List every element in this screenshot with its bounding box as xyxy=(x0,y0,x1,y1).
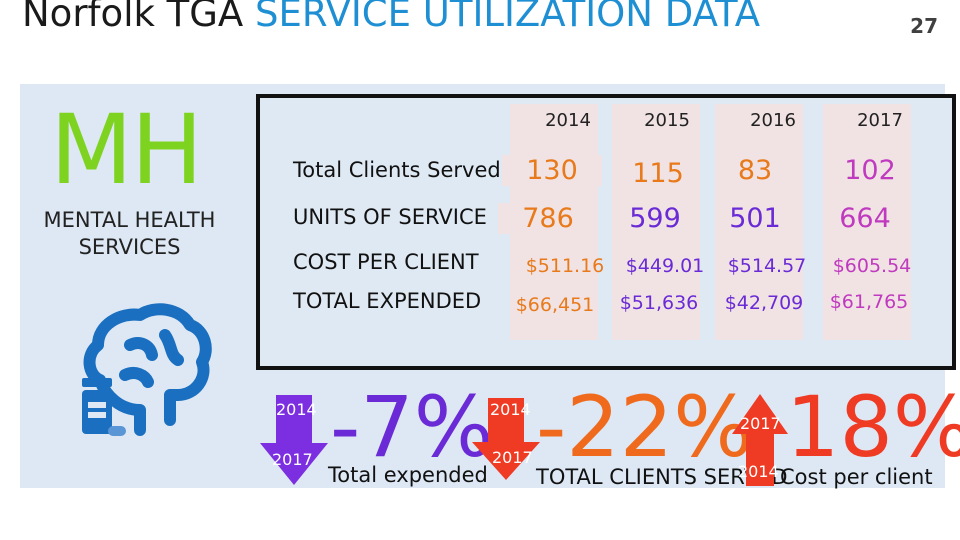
summary-to-year: 2017 xyxy=(492,448,533,467)
summary-to-year: 2014 xyxy=(738,462,779,481)
column-2017 xyxy=(823,104,911,340)
year-header: 2016 xyxy=(750,110,796,131)
cell-cost-2015: $449.01 xyxy=(625,255,705,277)
row-label-expended: TOTAL EXPENDED xyxy=(293,289,482,313)
cell-clients-2016: 83 xyxy=(737,155,773,186)
summary-caption: TOTAL CLIENTS SERVED xyxy=(536,465,788,489)
year-header: 2014 xyxy=(545,110,591,131)
column-2016 xyxy=(715,104,803,340)
cell-units-2015: 599 xyxy=(629,203,681,234)
cell-expended-2014: $66,451 xyxy=(515,294,595,316)
summary-change: 18% xyxy=(786,378,960,476)
row-label-units: UNITS OF SERVICE xyxy=(293,205,487,229)
year-header: 2015 xyxy=(644,110,690,131)
summary-to-year: 2017 xyxy=(272,450,313,469)
down-arrow-icon xyxy=(260,395,328,485)
cell-clients-2017: 102 xyxy=(844,155,896,186)
page-number: 27 xyxy=(910,14,938,38)
summary-change: -22% xyxy=(536,378,754,476)
down-arrow-icon xyxy=(472,398,540,480)
cell-units-2014: 786 xyxy=(498,203,598,234)
row-label-cost: COST PER CLIENT xyxy=(293,250,479,274)
summary-change: -7% xyxy=(330,378,494,476)
cell-expended-2015: $51,636 xyxy=(619,292,699,314)
page-title: Norfolk TGA SERVICE UTILIZATION DATA xyxy=(22,0,760,36)
summary-from-year: 2014 xyxy=(490,400,531,419)
cell-cost-2014: $511.16 xyxy=(525,255,605,277)
section-name: MENTAL HEALTH SERVICES xyxy=(43,208,216,259)
row-label-clients: Total Clients Served xyxy=(293,158,501,182)
cell-cost-2017: $605.54 xyxy=(832,255,912,277)
summary-caption: Total expended xyxy=(328,463,488,487)
column-2015 xyxy=(612,104,700,340)
year-header: 2017 xyxy=(857,110,903,131)
section-abbr: MH xyxy=(50,94,203,206)
summary-caption: Cost per client xyxy=(780,465,933,489)
up-arrow-icon xyxy=(732,394,788,486)
cell-units-2016: 501 xyxy=(729,203,781,234)
cell-clients-2014: 130 xyxy=(502,155,602,186)
pill-bottle-icon xyxy=(82,378,126,436)
cell-expended-2016: $42,709 xyxy=(724,292,804,314)
title-topic: SERVICE UTILIZATION DATA xyxy=(255,0,761,35)
cell-units-2017: 664 xyxy=(839,203,891,234)
summary-from-year: 2017 xyxy=(740,414,781,433)
cell-cost-2016: $514.57 xyxy=(727,255,807,277)
cell-clients-2015: 115 xyxy=(632,158,684,189)
title-location: Norfolk TGA xyxy=(22,0,244,35)
cell-expended-2017: $61,765 xyxy=(829,291,909,313)
summary-from-year: 2014 xyxy=(276,400,317,419)
